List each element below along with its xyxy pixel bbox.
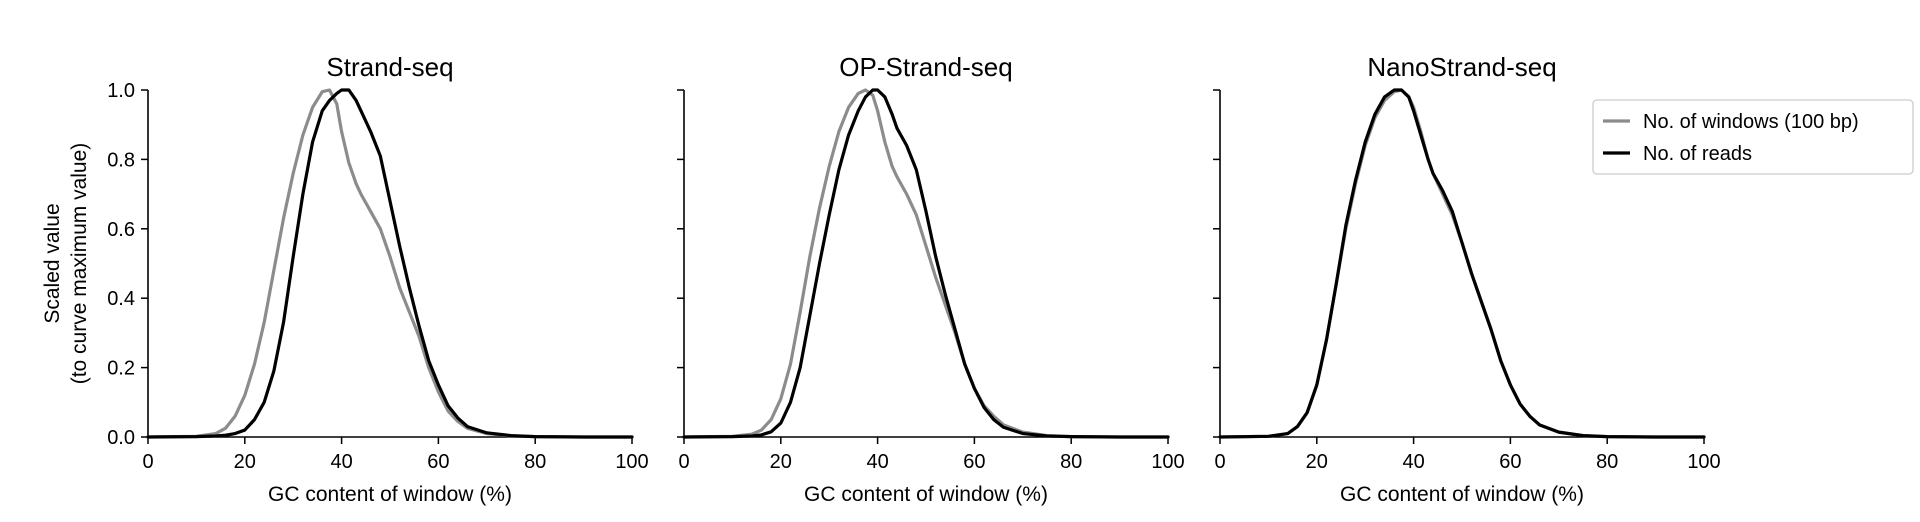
x-tick-label: 40 <box>866 451 888 473</box>
x-axis-label: GC content of window (%) <box>804 483 1048 506</box>
x-tick-label: 60 <box>963 451 985 473</box>
x-tick-label: 20 <box>770 451 792 473</box>
legend: No. of windows (100 bp) No. of reads <box>1592 99 1914 175</box>
legend-box <box>1592 99 1914 175</box>
panel-title: OP-Strand-seq <box>839 52 1012 82</box>
series-line-reads <box>1218 88 1706 439</box>
panel-title: Strand-seq <box>326 52 453 82</box>
x-tick-label: 0 <box>142 451 153 473</box>
series-line-windows <box>682 88 1170 439</box>
x-tick-label: 60 <box>427 451 449 473</box>
y-tick-label: 1.0 <box>107 80 135 102</box>
x-tick-label: 80 <box>524 451 546 473</box>
y-tick-label: 0.0 <box>107 427 135 449</box>
x-axis-label: GC content of window (%) <box>268 483 512 506</box>
x-tick-label: 80 <box>1596 451 1618 473</box>
x-tick-label: 60 <box>1499 451 1521 473</box>
x-tick-label: 100 <box>1151 451 1184 473</box>
x-tick-label: 40 <box>330 451 352 473</box>
panel-1: Strand-seq 0 20 40 60 80 100 0.0 0.2 0.4 0.6 0.8 1.0… <box>41 52 649 506</box>
y-tick-label: 0.4 <box>107 288 135 310</box>
y-tick-label: 0.2 <box>107 358 135 380</box>
y-axis-label: Scaled value <box>41 203 64 323</box>
panel-3: NanoStrand-seq 0 20 40 60 80 100 GC content of … <box>1213 52 1721 506</box>
series-line-reads <box>682 88 1170 439</box>
x-tick-label: 80 <box>1060 451 1082 473</box>
panel-title: NanoStrand-seq <box>1367 52 1556 82</box>
legend-label: No. of reads <box>1643 143 1752 165</box>
y-axis-label: (to curve maximum value) <box>68 143 91 385</box>
series-line-reads <box>146 88 634 439</box>
x-tick-label: 100 <box>615 451 648 473</box>
x-tick-label: 40 <box>1402 451 1424 473</box>
x-axis-label: GC content of window (%) <box>1340 483 1584 506</box>
y-tick-label: 0.6 <box>107 219 135 241</box>
x-tick-label: 20 <box>1306 451 1328 473</box>
panel-2: OP-Strand-seq 0 20 40 60 80 100 GC content of w… <box>677 52 1185 506</box>
legend-label: No. of windows (100 bp) <box>1643 111 1859 133</box>
y-tick-label: 0.8 <box>107 149 135 171</box>
x-tick-label: 100 <box>1687 451 1720 473</box>
series-line-windows <box>146 88 634 439</box>
x-tick-label: 0 <box>678 451 689 473</box>
x-tick-label: 0 <box>1214 451 1225 473</box>
x-tick-label: 20 <box>234 451 256 473</box>
